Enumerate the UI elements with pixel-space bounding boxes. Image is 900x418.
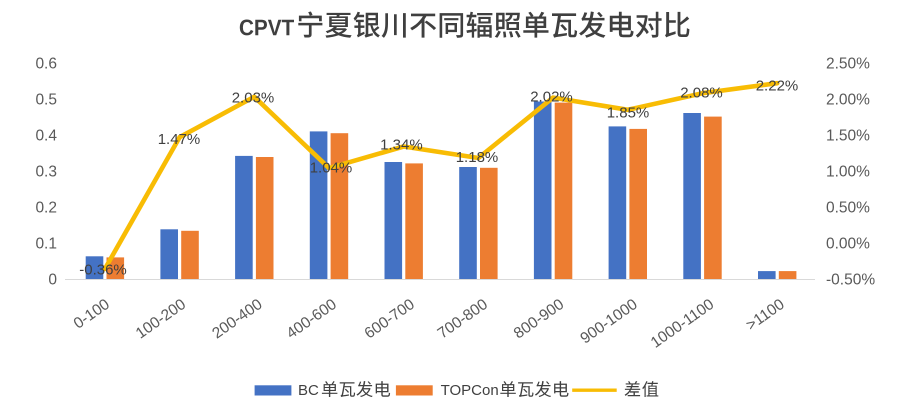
svg-text:2.50%: 2.50%: [826, 56, 870, 73]
svg-text:1.47%: 1.47%: [158, 131, 201, 148]
svg-text:BC: BC: [298, 382, 319, 399]
svg-text:0.5: 0.5: [35, 92, 57, 109]
svg-text:0.00%: 0.00%: [826, 236, 870, 253]
svg-text:TOPCon: TOPCon: [441, 382, 499, 399]
svg-text:0: 0: [48, 272, 57, 289]
svg-text:2.03%: 2.03%: [232, 89, 275, 106]
svg-text:2.00%: 2.00%: [826, 92, 870, 109]
svg-text:2.02%: 2.02%: [530, 88, 573, 105]
svg-text:1.85%: 1.85%: [607, 104, 650, 121]
svg-text:1.04%: 1.04%: [310, 159, 353, 176]
svg-text:-0.50%: -0.50%: [826, 272, 875, 289]
svg-text:0.1: 0.1: [35, 236, 57, 253]
svg-text:1.18%: 1.18%: [456, 149, 499, 166]
svg-text:0.4: 0.4: [35, 128, 57, 145]
svg-text:0.3: 0.3: [35, 164, 57, 181]
svg-text:2.22%: 2.22%: [756, 77, 799, 94]
svg-text:1.34%: 1.34%: [380, 137, 423, 154]
svg-text:0.6: 0.6: [35, 56, 57, 73]
svg-text:0.2: 0.2: [35, 200, 57, 217]
svg-text:1.50%: 1.50%: [826, 128, 870, 145]
svg-text:0.50%: 0.50%: [826, 200, 870, 217]
svg-text:1.00%: 1.00%: [826, 164, 870, 181]
svg-text:-0.36%: -0.36%: [79, 261, 127, 278]
svg-text:2.08%: 2.08%: [680, 85, 723, 102]
